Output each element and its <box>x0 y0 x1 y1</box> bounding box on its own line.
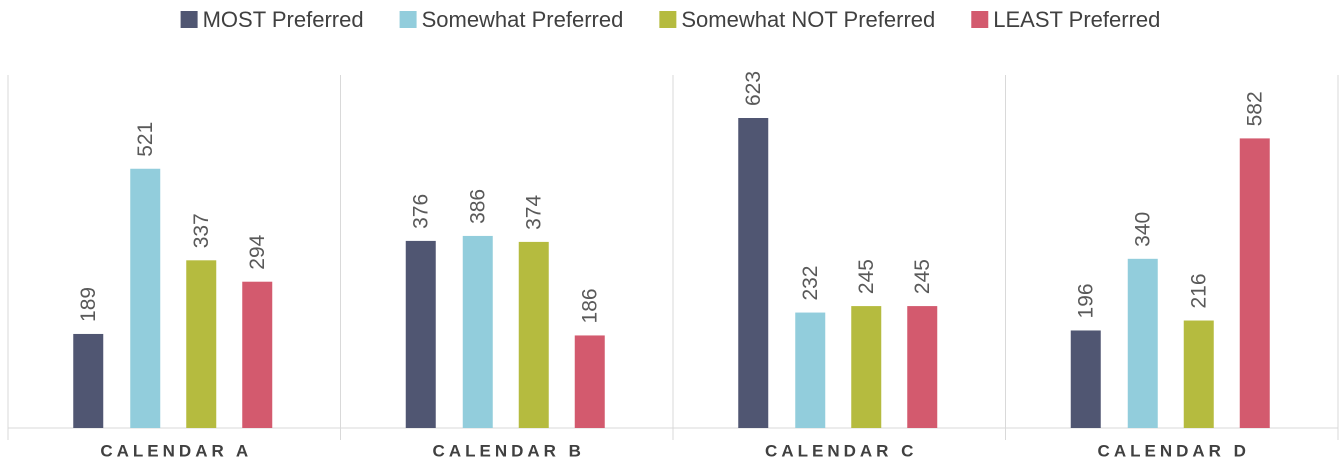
data-label: 245 <box>911 259 934 294</box>
data-label: 337 <box>190 213 213 248</box>
legend-label: Somewhat NOT Preferred <box>681 7 935 32</box>
bar <box>851 306 882 428</box>
bar <box>405 240 436 428</box>
legend-label: MOST Preferred <box>203 7 364 32</box>
legend-swatch <box>399 11 417 28</box>
x-tick-label: CALENDAR D <box>1098 441 1250 460</box>
bar <box>462 235 493 428</box>
data-label: 294 <box>246 234 269 269</box>
bar <box>1127 258 1158 428</box>
data-label: 216 <box>1187 273 1210 308</box>
legend-label: LEAST Preferred <box>993 7 1160 32</box>
bar <box>73 333 104 428</box>
data-label: 340 <box>1131 212 1154 247</box>
data-label: 582 <box>1243 91 1266 126</box>
bar <box>242 281 273 428</box>
bar <box>907 306 938 428</box>
bar <box>1239 138 1270 428</box>
x-tick-label: CALENDAR B <box>433 441 585 460</box>
data-label: 376 <box>409 194 432 229</box>
data-label: 245 <box>855 259 878 294</box>
bar <box>574 335 605 428</box>
bar <box>795 312 826 428</box>
data-label: 386 <box>466 189 489 224</box>
legend-label: Somewhat Preferred <box>422 7 624 32</box>
bar <box>1183 320 1214 428</box>
legend-swatch <box>180 11 198 28</box>
legend-swatch <box>659 11 677 28</box>
x-tick-label: CALENDAR C <box>765 441 917 460</box>
bar <box>738 118 769 428</box>
bar <box>518 241 549 428</box>
data-label: 623 <box>742 71 765 106</box>
x-tick-label: CALENDAR A <box>100 441 252 460</box>
data-label: 232 <box>799 266 822 301</box>
legend-swatch <box>971 11 989 28</box>
bar <box>130 168 161 429</box>
data-label: 521 <box>134 122 157 157</box>
data-label: 374 <box>522 195 545 230</box>
bar <box>186 260 217 428</box>
data-label: 186 <box>578 288 601 323</box>
bar <box>1070 330 1101 428</box>
data-label: 189 <box>77 287 100 322</box>
data-label: 196 <box>1074 283 1097 318</box>
